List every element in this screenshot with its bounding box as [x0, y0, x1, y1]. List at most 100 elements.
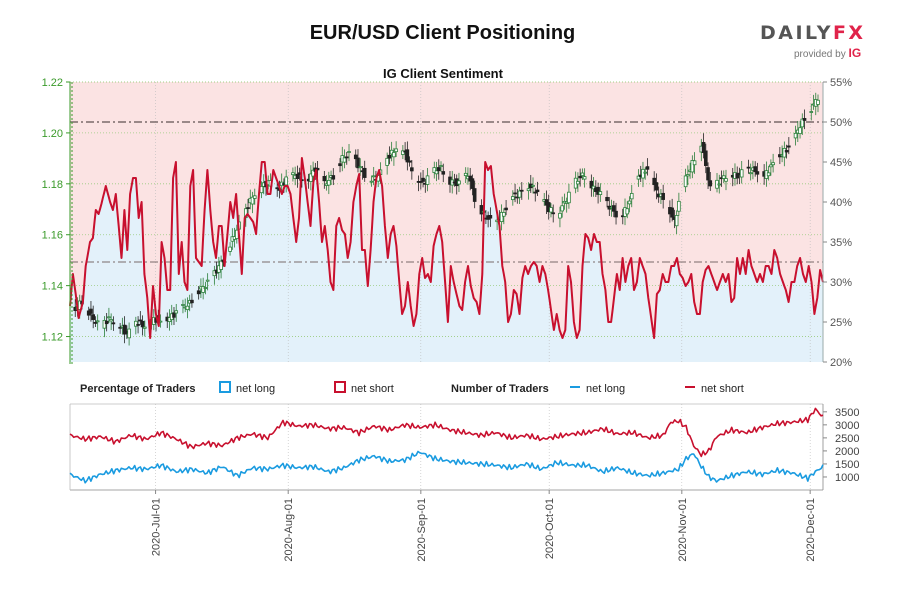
- candle-body: [371, 175, 376, 178]
- legend-pct-long: net long: [236, 383, 275, 395]
- candle-body: [432, 167, 437, 173]
- candle-body: [143, 326, 147, 329]
- candle-body: [670, 207, 674, 218]
- candle-body: [109, 319, 113, 322]
- candle-body: [677, 200, 681, 212]
- candle-body: [385, 157, 389, 166]
- candle-body: [185, 305, 190, 311]
- candle-body: [401, 150, 405, 155]
- candle-body: [605, 196, 609, 202]
- candle-body: [641, 168, 645, 179]
- candle-body: [387, 154, 392, 159]
- candle-body: [439, 165, 443, 167]
- right-tick-label: 30%: [830, 277, 852, 289]
- candle-body: [127, 328, 131, 339]
- candle-body: [519, 189, 524, 192]
- net-short-zone: [70, 82, 823, 338]
- candle-body: [627, 200, 632, 205]
- candle-body: [504, 207, 508, 211]
- candle-body: [511, 196, 515, 201]
- candle-body: [228, 246, 232, 252]
- candle-body: [275, 187, 280, 190]
- candle-body: [598, 191, 603, 196]
- candle-body: [701, 142, 706, 153]
- candle-body: [111, 322, 116, 325]
- candle-body: [358, 166, 363, 169]
- bottom-right-tick-label: 3500: [835, 407, 859, 419]
- candle-body: [246, 207, 250, 209]
- candle-body: [327, 179, 331, 186]
- candle-body: [674, 215, 679, 227]
- candle-body: [629, 193, 634, 200]
- left-tick-label: 1.20: [42, 128, 63, 140]
- candle-body: [513, 192, 517, 195]
- candle-body: [787, 145, 791, 148]
- legend-pct-short-swatch: [334, 381, 346, 393]
- candle-body: [252, 195, 257, 199]
- candle-body: [138, 319, 143, 322]
- legend-num-long: net long: [586, 383, 625, 395]
- candle-body: [753, 166, 757, 173]
- right-tick-label: 55%: [830, 77, 852, 89]
- candle-body: [567, 191, 571, 204]
- candle-body: [748, 172, 753, 175]
- candle-body: [421, 177, 425, 182]
- candle-body: [766, 172, 771, 177]
- right-tick-label: 40%: [830, 197, 852, 209]
- candle-body: [284, 176, 288, 186]
- candle-body: [434, 170, 439, 175]
- candle-body: [405, 149, 410, 163]
- candle-body: [140, 320, 145, 328]
- candle-body: [322, 175, 327, 182]
- legend-pct-short: net short: [351, 383, 394, 395]
- candle-body: [369, 180, 374, 183]
- candle-body: [463, 172, 468, 177]
- candle-body: [342, 157, 347, 163]
- candle-body: [89, 308, 93, 314]
- candle-body: [338, 163, 342, 167]
- candle-body: [625, 208, 630, 215]
- candle-body: [645, 166, 650, 170]
- candle-body: [201, 286, 205, 293]
- candle-body: [250, 196, 255, 205]
- candle-body: [91, 314, 95, 320]
- candle-body: [724, 178, 728, 182]
- candle-body: [582, 176, 587, 180]
- candle-body: [614, 210, 618, 218]
- candle-body: [470, 178, 475, 189]
- candle-body: [531, 184, 535, 187]
- bottom-right-tick-label: 2000: [835, 446, 859, 458]
- candle-body: [488, 215, 493, 219]
- candle-body: [576, 180, 580, 185]
- candle-body: [636, 175, 641, 180]
- x-tick-label: 2020-Oct-01: [544, 498, 556, 559]
- legend-pct-long-swatch: [219, 381, 231, 393]
- bottom-right-tick-label: 1500: [835, 459, 859, 471]
- x-tick-label: 2020-Sep-01: [416, 498, 428, 562]
- left-tick-label: 1.12: [42, 332, 63, 344]
- legend-pct-title: Percentage of Traders: [80, 383, 196, 395]
- candle-body: [425, 175, 430, 185]
- candle-body: [436, 167, 441, 172]
- net-short-line: [69, 157, 824, 339]
- candle-body: [706, 167, 710, 181]
- candle-body: [809, 111, 814, 113]
- left-tick-label: 1.22: [42, 77, 63, 89]
- candle-body: [652, 177, 656, 186]
- candle-body: [347, 151, 351, 153]
- candle-body: [353, 154, 358, 160]
- candle-body: [721, 175, 726, 179]
- candle-body: [181, 304, 185, 306]
- candle-body: [560, 205, 564, 212]
- candle-body: [174, 310, 179, 314]
- candle-body: [735, 173, 740, 179]
- legend-num-title: Number of Traders: [451, 383, 549, 395]
- candle-body: [291, 172, 295, 176]
- candle-body: [690, 160, 695, 173]
- candle-body: [344, 156, 349, 159]
- candle-body: [392, 152, 396, 158]
- candle-body: [784, 150, 789, 153]
- candle-body: [472, 188, 477, 202]
